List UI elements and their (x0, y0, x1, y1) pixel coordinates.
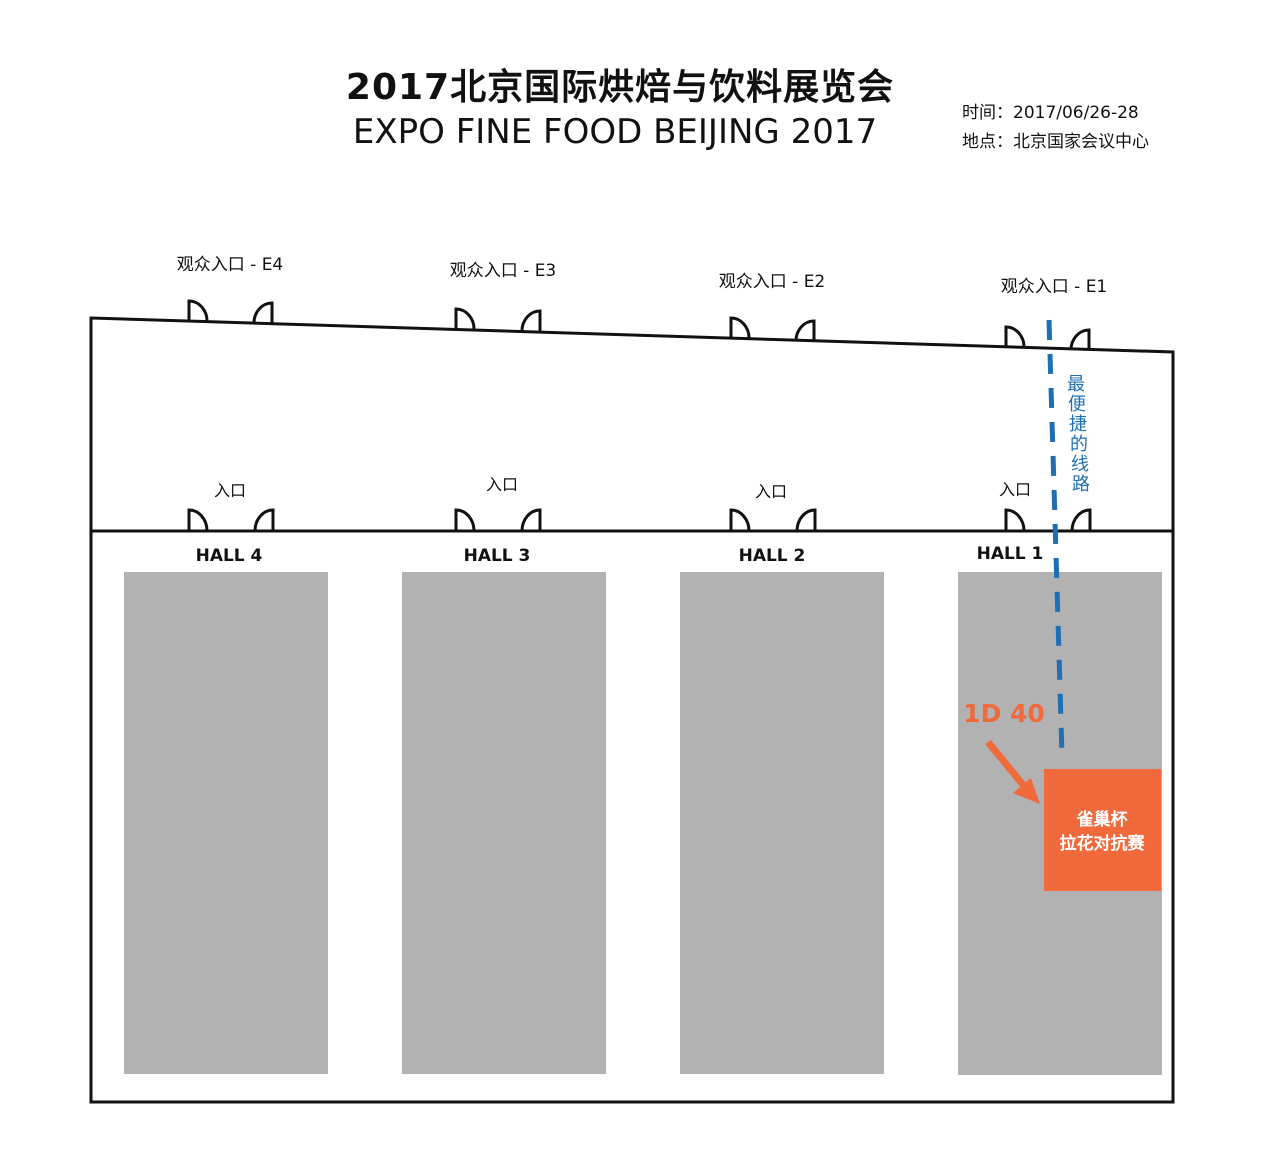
event-location: 地点：北京国家会议中心 (962, 132, 1149, 152)
route-char-1: 最 (1067, 374, 1085, 395)
hall-door-4[interactable] (187, 508, 275, 532)
hall-door-1[interactable] (1004, 508, 1092, 532)
hall-entrance-label-1: 入口 (999, 480, 1031, 499)
hall-entrance-label-3: 入口 (486, 475, 518, 494)
route-char-2: 便 (1068, 394, 1086, 415)
hall-door-2[interactable] (729, 508, 817, 532)
hall-label-2: HALL 2 (739, 546, 806, 566)
hall-label-1: HALL 1 (977, 544, 1044, 564)
route-char-5: 线 (1071, 454, 1089, 475)
page-subtitle: EXPO FINE FOOD BEIJING 2017 (352, 112, 878, 152)
visitor-door-e4[interactable] (187, 299, 274, 324)
hall-entrance-label-2: 入口 (755, 482, 787, 501)
recommended-route-line (1046, 319, 1065, 756)
booth-title-line1: 雀巢杯 (1076, 809, 1128, 830)
visitor-door-e1[interactable] (1004, 325, 1091, 351)
hall-entrance-label-4: 入口 (214, 481, 246, 500)
booth-code: 1D 40 (963, 699, 1045, 728)
booth-title-line2: 拉花对抗赛 (1060, 833, 1146, 854)
visitor-entrance-label-e1: 观众入口 - E1 (1001, 277, 1108, 297)
hall-block-2[interactable] (680, 572, 884, 1074)
visitor-entrance-label-e4: 观众入口 - E4 (177, 255, 284, 275)
booth-highlight[interactable] (1044, 769, 1161, 891)
hall-block-4[interactable] (124, 572, 328, 1074)
visitor-door-e2[interactable] (729, 316, 816, 342)
route-char-4: 的 (1070, 434, 1088, 455)
hall-label-4: HALL 4 (196, 546, 263, 566)
event-time: 时间：2017/06/26-28 (962, 103, 1139, 123)
visitor-entrance-label-e3: 观众入口 - E3 (450, 261, 557, 281)
visitor-entrance-label-e2: 观众入口 - E2 (719, 272, 826, 292)
route-char-6: 路 (1072, 474, 1090, 495)
hall-door-3[interactable] (454, 508, 542, 532)
route-char-3: 捷 (1069, 414, 1087, 435)
booth-arrow-icon (985, 739, 1040, 804)
building-outline (89, 316, 1175, 1104)
page-title: 2017北京国际烘焙与饮料展览会 (345, 67, 895, 108)
visitor-door-e3[interactable] (454, 307, 542, 332)
hall-block-3[interactable] (402, 572, 606, 1074)
hall-label-3: HALL 3 (464, 546, 531, 566)
